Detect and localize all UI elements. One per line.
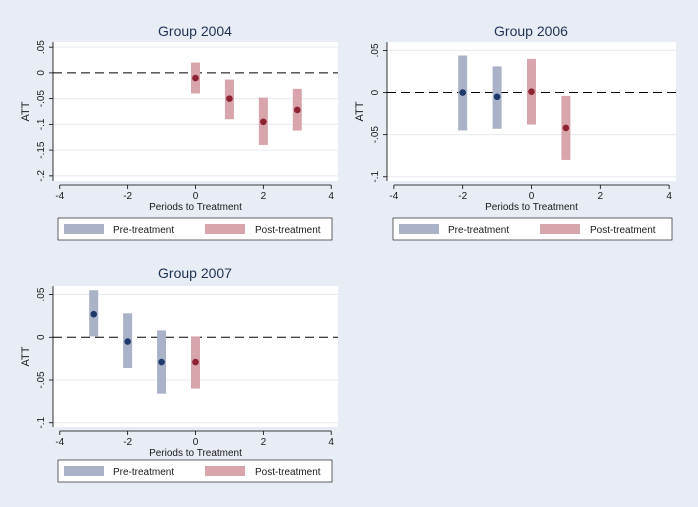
legend-swatch-pre: [399, 224, 439, 234]
legend-label-pre: Pre-treatment: [113, 225, 174, 236]
pre-treatment-point: [158, 358, 165, 366]
chart-title: Group 2004: [158, 23, 232, 39]
chart-panel-3: Group 2007 .05 0 -.05 -.1 ATT -4 -2 0 2 4 Periods t…: [20, 265, 338, 483]
legend-label-post: Post-treatment: [255, 467, 321, 478]
y-tick-label: 0: [36, 334, 47, 340]
post-treatment-point: [528, 88, 535, 96]
legend: Pre-treatment Post-treatment: [57, 459, 333, 483]
x-tick-label: -4: [389, 191, 398, 202]
post-treatment-point: [562, 124, 570, 132]
chart-title: Group 2006: [494, 23, 568, 39]
x-tick-label: 4: [328, 437, 334, 448]
legend-swatch-post: [540, 224, 580, 234]
x-tick-label: -2: [123, 191, 132, 202]
x-tick-label: -4: [55, 191, 64, 202]
pre-treatment-point: [493, 93, 501, 101]
y-tick-label: -.05: [36, 90, 47, 108]
y-axis-label: ATT: [354, 101, 366, 121]
pre-treatment-point: [90, 310, 98, 318]
x-tick-label: 4: [666, 191, 672, 202]
y-axis-label: ATT: [20, 101, 32, 121]
x-axis-label: Periods to Treatment: [149, 448, 242, 459]
x-tick-label: 0: [193, 191, 199, 202]
y-tick-label: -.1: [36, 118, 47, 130]
post-treatment-point: [192, 358, 199, 366]
legend-swatch-pre: [64, 466, 104, 476]
y-tick-label: .05: [36, 287, 47, 301]
chart-panel-2: Group 2006 .05 0 -.05 -.1 ATT -4 -2 0 2 4 Periods t…: [354, 23, 676, 241]
x-axis-label: Periods to Treatment: [149, 202, 242, 213]
post-treatment-point: [260, 118, 267, 126]
legend-box: [57, 459, 333, 483]
chart-panel-1: Group 2004 .05 0 -.05 -.1 -.15 -.2 ATT -4 -2 0 2 4 Pe…: [20, 23, 338, 241]
legend-label-post: Post-treatment: [590, 225, 656, 236]
x-tick-label: 2: [261, 191, 267, 202]
y-tick-label: .05: [370, 43, 381, 57]
y-tick-label: -.1: [36, 416, 47, 428]
x-tick-label: 4: [328, 191, 334, 202]
x-axis-label: Periods to Treatment: [485, 202, 578, 213]
x-tick-label: 2: [598, 191, 604, 202]
y-tick-label: -.05: [370, 126, 381, 144]
y-tick-label: -.2: [36, 170, 47, 182]
x-tick-label: 0: [529, 191, 535, 202]
legend-box: [57, 217, 333, 241]
y-tick-label: -.15: [36, 141, 47, 159]
legend: Pre-treatment Post-treatment: [392, 217, 673, 241]
legend-swatch-pre: [64, 224, 104, 234]
y-tick-label: 0: [36, 70, 47, 76]
legend-label-pre: Pre-treatment: [448, 225, 509, 236]
post-treatment-point: [192, 74, 199, 82]
legend-swatch-post: [205, 466, 245, 476]
y-tick-label: -.1: [370, 171, 381, 183]
chart-title: Group 2007: [158, 265, 232, 281]
legend-box: [392, 217, 673, 241]
pre-treatment-point: [124, 338, 131, 345]
y-tick-label: -.05: [36, 371, 47, 389]
y-tick-label: 0: [370, 89, 381, 95]
legend-label-post: Post-treatment: [255, 225, 321, 236]
y-tick-label: .05: [36, 40, 47, 54]
legend-swatch-post: [205, 224, 245, 234]
x-tick-label: 0: [193, 437, 199, 448]
post-treatment-point: [293, 106, 301, 114]
pre-treatment-point: [459, 89, 466, 96]
x-tick-label: 2: [261, 437, 267, 448]
post-treatment-point: [226, 95, 233, 102]
y-axis-label: ATT: [20, 346, 32, 366]
legend: Pre-treatment Post-treatment: [57, 217, 333, 241]
legend-label-pre: Pre-treatment: [113, 467, 174, 478]
x-tick-label: -2: [458, 191, 467, 202]
x-tick-label: -2: [123, 437, 132, 448]
x-tick-label: -4: [55, 437, 64, 448]
